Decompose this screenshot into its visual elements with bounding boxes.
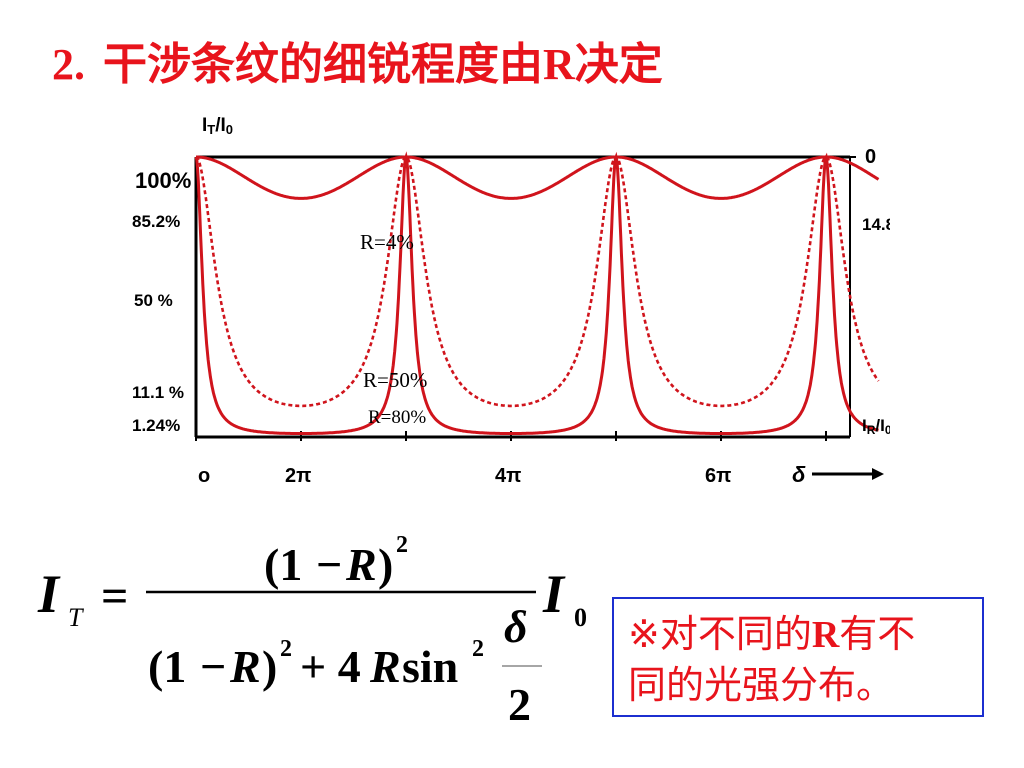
x-axis-label: δ [792, 462, 806, 487]
y-tick-label: 100% [135, 168, 191, 193]
title-text-before: 干涉条纹的细锐程度由 [103, 39, 543, 90]
equals-sign: = [101, 570, 128, 623]
y-axis-title: IT/I0 [202, 115, 233, 137]
delta-symbol: δ [504, 601, 528, 652]
denominator-exponent: 2 [280, 636, 292, 662]
denominator-r: R [229, 641, 261, 692]
sin-function: sin [402, 641, 458, 692]
title-text-r: R [543, 40, 575, 89]
rhs-symbol: I [542, 564, 566, 624]
series-label: R=4% [360, 230, 414, 254]
series-label: R=50% [363, 368, 427, 392]
lhs-subscript: T [68, 603, 84, 632]
right-tick-label: 0 [865, 146, 876, 168]
note-line-1-before: ※对不同的 [628, 612, 812, 656]
x-tick-label: o [198, 465, 210, 487]
slide-title: 2. 干涉条纹的细锐程度由R决定 [52, 28, 663, 92]
numerator-exponent: 2 [396, 532, 408, 558]
y-tick-label: 11.1 % [132, 383, 184, 402]
x-tick-label: 6π [705, 465, 731, 487]
x-tick-label: 2π [285, 465, 311, 487]
numerator-minus: − [316, 539, 342, 590]
chart-frame [194, 155, 856, 439]
series-line [196, 155, 880, 200]
y-tick-label: 1.24% [132, 416, 180, 435]
x-axis-arrow [812, 468, 884, 480]
lhs-symbol: I [37, 564, 61, 624]
denominator-minus: − [200, 641, 226, 692]
rhs-subscript: 0 [574, 603, 587, 632]
transmission-formula: I T = (1 − R ) 2 (1 − R ) 2 + 4 R sin 2 … [28, 520, 608, 760]
title-number: 2. [52, 40, 85, 89]
note-line-1-r: R [811, 614, 840, 656]
y-tick-label: 50 % [134, 291, 173, 310]
denominator-r2: R [369, 641, 401, 692]
numerator-close: ) [378, 539, 393, 590]
denominator-close: ) [262, 641, 277, 692]
series-label: R=80% [368, 407, 426, 428]
note-box: ※对不同的R有不 同的光强分布。 [612, 597, 984, 717]
right-axis-title: IR/I0 [862, 416, 890, 437]
series-line [195, 155, 880, 408]
numerator-r: R [345, 539, 377, 590]
series-line [194, 151, 879, 435]
note-line-1: ※对不同的R有不 [628, 609, 970, 660]
curves-group [194, 151, 880, 435]
denominator-open: (1 [148, 641, 186, 692]
numerator-open: (1 [264, 539, 302, 590]
denominator-plus-four: + 4 [300, 641, 361, 692]
note-line-2: 同的光强分布。 [628, 663, 895, 707]
right-tick-label: 14.8% [862, 215, 890, 234]
y-tick-label: 85.2% [132, 212, 180, 231]
x-tick-label: 4π [495, 465, 521, 487]
title-text-after: 决定 [574, 39, 663, 90]
note-line-1-after: 有不 [839, 612, 916, 656]
half-denominator: 2 [508, 679, 531, 730]
sin-exponent: 2 [472, 636, 484, 662]
intensity-chart: IT/I0 100% 85.2% 50 % 11.1 % 1.24% 0 14.… [132, 115, 890, 487]
